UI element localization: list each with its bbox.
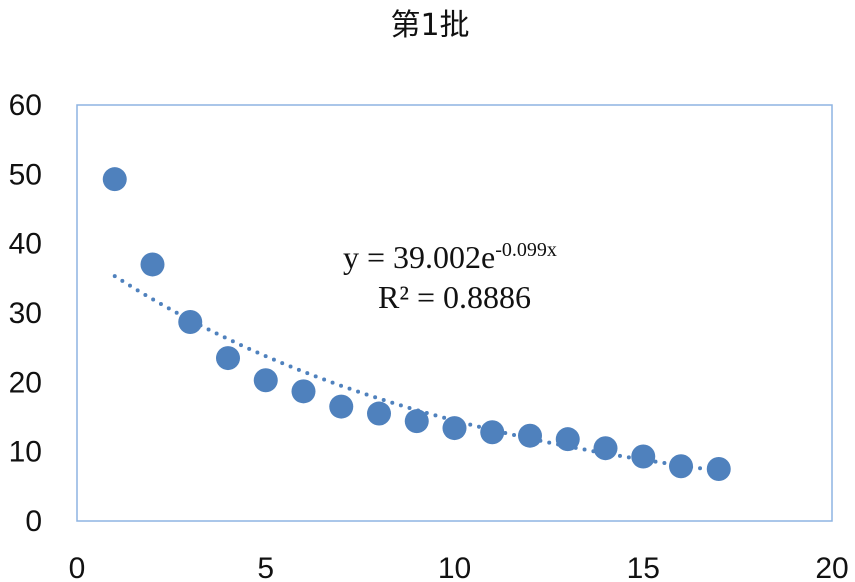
x-tick-label: 15 — [627, 552, 660, 582]
x-axis: 0 5 10 15 20 — [69, 552, 849, 582]
data-point — [555, 427, 580, 452]
data-point — [367, 401, 391, 426]
y-tick-label: 60 — [9, 89, 42, 122]
data-point — [216, 346, 240, 371]
y-tick-label: 10 — [9, 436, 42, 469]
y-tick-label: 30 — [9, 297, 42, 330]
data-point — [329, 394, 354, 419]
data-point — [480, 420, 505, 445]
data-point — [291, 379, 316, 404]
trendline-equation: y = 39.002e-0.099x R² = 0.8886 — [343, 239, 557, 315]
data-point — [404, 409, 429, 434]
y-tick-label: 50 — [9, 158, 42, 191]
data-point — [442, 416, 467, 441]
x-tick-label: 20 — [815, 552, 848, 582]
y-axis: 0 10 20 30 40 50 60 — [9, 89, 42, 538]
data-point — [631, 444, 656, 469]
chart-title: 第1批 — [390, 8, 469, 43]
y-tick-label: 40 — [9, 228, 42, 261]
data-point — [140, 252, 165, 277]
svg-text:y = 39.002e-0.099x: y = 39.002e-0.099x — [343, 239, 557, 275]
data-point — [669, 454, 693, 479]
y-tick-label: 20 — [9, 366, 42, 399]
y-tick-label: 0 — [25, 505, 42, 538]
plot-area — [76, 104, 833, 522]
data-point — [518, 423, 542, 448]
x-tick-label: 10 — [438, 552, 471, 582]
x-tick-label: 5 — [257, 552, 274, 582]
equation-text: y = 39.002e — [343, 239, 495, 275]
data-point — [253, 368, 278, 393]
x-tick-label: 0 — [69, 552, 86, 582]
data-point — [102, 167, 127, 192]
equation-exponent: -0.099x — [495, 239, 557, 261]
r-squared-text: R² = 0.8886 — [378, 279, 531, 315]
data-point — [706, 457, 731, 481]
data-points — [102, 167, 731, 481]
data-point — [178, 310, 203, 335]
data-point — [593, 436, 618, 461]
